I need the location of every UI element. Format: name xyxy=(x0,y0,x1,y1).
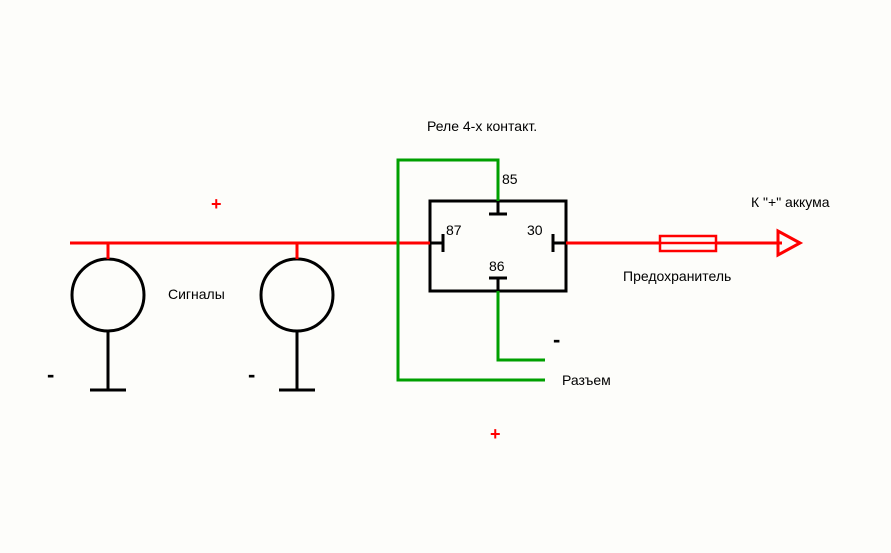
pin30-label: 30 xyxy=(527,222,543,238)
minus-3: - xyxy=(553,327,560,353)
pin87-label: 87 xyxy=(446,222,462,238)
fuse-label: Предохранитель xyxy=(623,268,731,284)
pin86-label: 86 xyxy=(489,258,505,274)
relay-title: Реле 4-х контакт. xyxy=(427,118,537,134)
signals-label: Сигналы xyxy=(168,286,225,302)
circuit-svg xyxy=(0,0,891,553)
plus-bottom: + xyxy=(490,424,501,445)
minus-1: - xyxy=(47,362,54,388)
pin85-label: 85 xyxy=(502,171,518,187)
to-battery-label: К "+" аккума xyxy=(751,194,830,210)
plus-top: + xyxy=(211,194,222,215)
minus-2: - xyxy=(248,362,255,388)
connector-label: Разъем xyxy=(562,372,611,388)
